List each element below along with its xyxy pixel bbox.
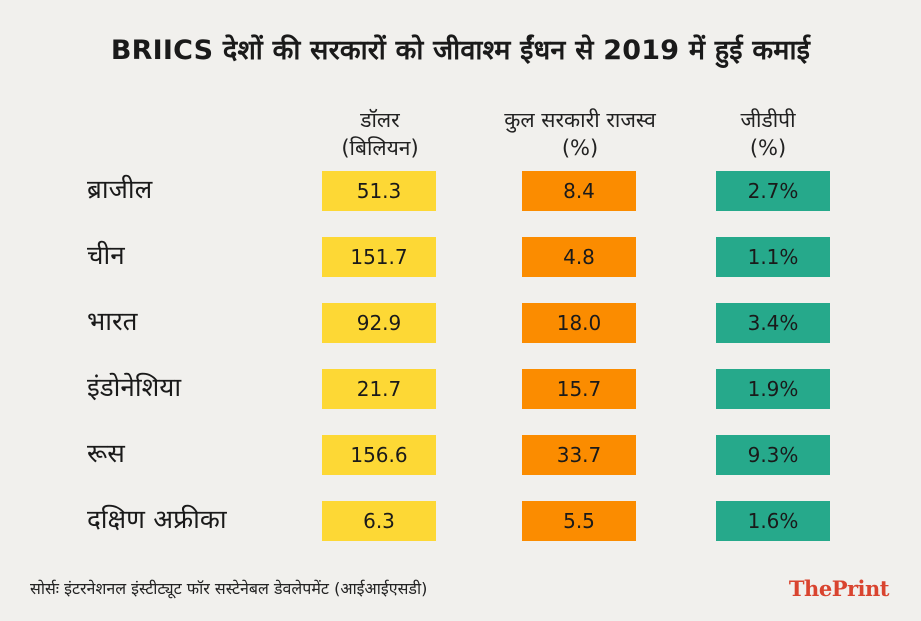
cell-revenue: 5.5: [522, 501, 636, 541]
cell-gdp: 1.9%: [716, 369, 830, 409]
row-label-country: दक्षिण अफ्रीका: [87, 505, 227, 535]
column-header-gdp-line2: (%): [749, 136, 787, 160]
theprint-logo: ThePrint: [788, 576, 890, 601]
row-label-country: भारत: [87, 307, 138, 337]
row-label-country: इंडोनेशिया: [87, 373, 182, 403]
cell-gdp: 1.6%: [716, 501, 830, 541]
cell-dollar: 51.3: [322, 171, 436, 211]
cell-gdp: 1.1%: [716, 237, 830, 277]
column-header-dollar: डॉलर (बिलियन): [315, 106, 445, 162]
column-header-dollar-line2: (बिलियन): [341, 136, 419, 160]
cell-dollar: 92.9: [322, 303, 436, 343]
cell-revenue: 33.7: [522, 435, 636, 475]
cell-dollar: 151.7: [322, 237, 436, 277]
logo-part-the: The: [788, 576, 832, 601]
cell-revenue: 18.0: [522, 303, 636, 343]
column-header-revenue-line2: (%): [561, 136, 599, 160]
cell-revenue: 15.7: [522, 369, 636, 409]
cell-revenue: 8.4: [522, 171, 636, 211]
column-header-gdp: जीडीपी (%): [718, 106, 818, 162]
cell-dollar: 21.7: [322, 369, 436, 409]
column-header-gdp-line1: जीडीपी: [740, 108, 796, 132]
column-header-dollar-line1: डॉलर: [360, 108, 400, 132]
row-label-country: चीन: [87, 241, 125, 271]
chart-title: BRIICS देशों की सरकारों को जीवाश्म ईंधन …: [110, 35, 811, 66]
column-header-revenue: कुल सरकारी राजस्व (%): [465, 106, 695, 162]
logo-part-print: Print: [831, 576, 890, 601]
row-label-country: ब्राजील: [87, 175, 153, 205]
cell-gdp: 3.4%: [716, 303, 830, 343]
cell-gdp: 9.3%: [716, 435, 830, 475]
cell-dollar: 156.6: [322, 435, 436, 475]
source-note: सोर्सः इंटरनेशनल इंस्टीट्यूट फॉर सस्टेने…: [30, 579, 428, 598]
row-label-country: रूस: [87, 439, 125, 469]
cell-gdp: 2.7%: [716, 171, 830, 211]
cell-dollar: 6.3: [322, 501, 436, 541]
cell-revenue: 4.8: [522, 237, 636, 277]
column-header-revenue-line1: कुल सरकारी राजस्व: [504, 108, 656, 132]
